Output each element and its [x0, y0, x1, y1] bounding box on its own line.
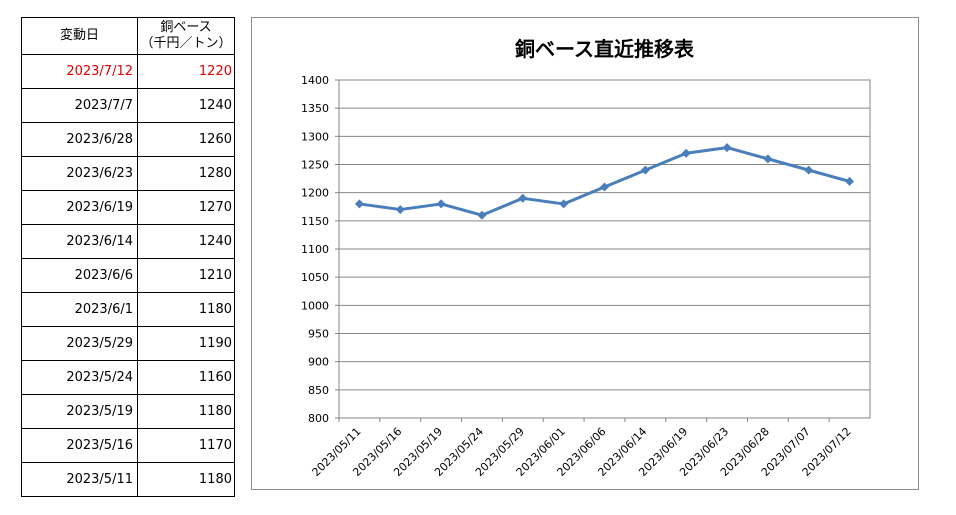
y-tick-label: 1350 [301, 102, 329, 115]
table-row: 2023/6/14 1240 [21, 224, 235, 259]
row-price: 1190 [137, 326, 235, 361]
data-point [518, 193, 528, 203]
row-price: 1170 [137, 428, 235, 463]
row-date: 2023/6/14 [21, 224, 138, 259]
table-row: 2023/6/1 1180 [21, 292, 235, 327]
row-price: 1210 [137, 258, 235, 293]
y-tick-label: 800 [308, 412, 329, 425]
chart-area: 銅ベース直近推移表 800 850 900 950 1000 1050 1100 1150 120… [251, 17, 919, 490]
table-row: 2023/6/28 1260 [21, 122, 235, 157]
table-row: 2023/7/12 1220 [21, 54, 235, 89]
data-point [436, 199, 446, 209]
row-date: 2023/5/24 [21, 360, 138, 395]
row-date: 2023/6/6 [21, 258, 138, 293]
table-row: 2023/5/16 1170 [21, 428, 235, 463]
row-price: 1180 [137, 462, 235, 497]
y-tick-label: 1000 [301, 299, 329, 312]
row-price: 1240 [137, 224, 235, 259]
row-price: 1180 [137, 394, 235, 429]
plot-border [338, 79, 871, 419]
header-price: 銅ベース （千円／トン） [137, 17, 235, 55]
table-row: 2023/6/6 1210 [21, 258, 235, 293]
table-row: 2023/5/24 1160 [21, 360, 235, 395]
data-point [681, 148, 691, 158]
row-date: 2023/5/11 [21, 462, 138, 497]
data-point [763, 154, 773, 164]
data-point [804, 165, 814, 175]
row-date: 2023/6/23 [21, 156, 138, 191]
row-price: 1240 [137, 88, 235, 123]
table-row: 2023/5/11 1180 [21, 462, 235, 497]
data-point [395, 205, 405, 215]
header-price-line1: 銅ベース [160, 20, 212, 35]
data-point [354, 199, 364, 209]
data-point [559, 199, 569, 209]
row-date: 2023/5/29 [21, 326, 138, 361]
y-tick-label: 1100 [301, 243, 329, 256]
y-tick-label: 1250 [301, 159, 329, 172]
data-point [477, 210, 487, 220]
row-price: 1280 [137, 156, 235, 191]
row-date: 2023/5/16 [21, 428, 138, 463]
data-point [845, 176, 855, 186]
row-price: 1180 [137, 292, 235, 327]
row-price: 1160 [137, 360, 235, 395]
series-line [359, 146, 850, 217]
row-price: 1270 [137, 190, 235, 225]
price-table: 変動日 銅ベース （千円／トン） 2023/7/12 1220 2023/7/7 124… [21, 17, 235, 497]
y-tick-label: 900 [308, 356, 329, 369]
row-price: 1260 [137, 122, 235, 157]
y-tick-label: 1050 [301, 271, 329, 284]
row-date: 2023/6/1 [21, 292, 138, 327]
row-date: 2023/6/19 [21, 190, 138, 225]
row-date: 2023/6/28 [21, 122, 138, 157]
row-date: 2023/7/12 [21, 54, 138, 89]
table-row: 2023/5/29 1190 [21, 326, 235, 361]
y-tick-label: 1150 [301, 215, 329, 228]
data-point [722, 143, 732, 153]
data-point [600, 182, 609, 192]
chart-title: 銅ベース直近推移表 [515, 37, 695, 61]
y-tick-label: 850 [308, 384, 329, 397]
row-date: 2023/5/19 [21, 394, 138, 429]
row-date: 2023/7/7 [21, 88, 138, 123]
table-row: 2023/7/7 1240 [21, 88, 235, 123]
header-date: 変動日 [21, 17, 138, 55]
table-row: 2023/6/23 1280 [21, 156, 235, 191]
table-row: 2023/6/19 1270 [21, 190, 235, 225]
y-tick-label: 950 [308, 328, 329, 341]
table-header-row: 変動日 銅ベース （千円／トン） [21, 17, 235, 55]
row-price: 1220 [137, 54, 235, 89]
table-row: 2023/5/19 1180 [21, 394, 235, 429]
y-tick-label: 1200 [301, 187, 329, 200]
y-tick-label: 1300 [301, 130, 329, 143]
line-chart: 銅ベース直近推移表 800 850 900 950 1000 1050 1100 1150 120… [301, 37, 871, 479]
y-tick-label: 1400 [301, 74, 329, 87]
header-price-line2: （千円／トン） [140, 36, 232, 51]
data-point [640, 165, 650, 175]
